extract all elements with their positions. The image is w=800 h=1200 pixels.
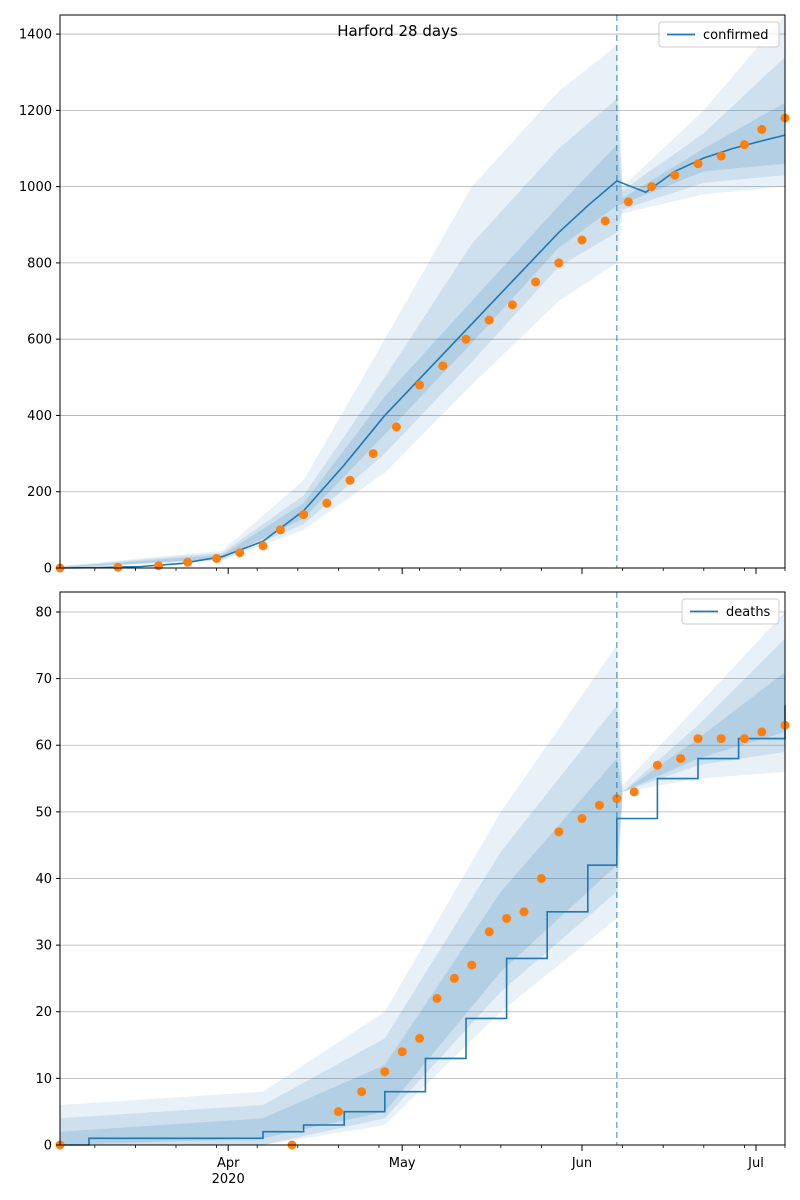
confirmed-axes: 0 200 400 600 800 1000 1200 1400 Harford 28 days… [19, 14, 790, 577]
observed-point [629, 787, 639, 797]
observed-point [507, 300, 517, 310]
confidence-band-inner [60, 102, 785, 568]
x-tick-label: Apr [217, 1156, 240, 1171]
observed-point [577, 235, 587, 245]
observed-point [275, 525, 285, 535]
observed-point [467, 960, 477, 970]
observed-point [652, 760, 662, 770]
confidence-band-middle [60, 57, 785, 568]
x-tick-label: May [389, 1156, 416, 1171]
model-line-deaths [60, 705, 786, 1146]
observed-point [554, 827, 564, 837]
y-tick-label: 400 [27, 409, 52, 424]
y-tick-label: 1400 [19, 28, 52, 43]
observed-point [739, 734, 749, 744]
observed-point [113, 562, 123, 572]
observed-point [415, 380, 425, 390]
observed-point [594, 800, 604, 810]
y-tick-label: 1000 [19, 180, 52, 195]
observed-point [235, 548, 245, 558]
y-tick-label: 50 [35, 805, 52, 820]
model-line-confirmed [59, 134, 786, 569]
legend-label: deaths [726, 605, 771, 620]
observed-point [502, 913, 512, 923]
observed-point [357, 1087, 367, 1097]
confidence-band-middle [60, 638, 785, 1145]
observed-point [757, 124, 767, 134]
confidence-band-inner [60, 672, 785, 1145]
observed-point [322, 498, 332, 508]
y-tick-label: 800 [27, 256, 52, 271]
observed-point [345, 475, 355, 485]
y-tick-label: 30 [35, 939, 52, 954]
observed-point [391, 422, 401, 432]
observed-point [415, 1033, 425, 1043]
observed-point [757, 727, 767, 737]
observed-point [438, 361, 448, 371]
observed-point [600, 216, 610, 226]
y-tick-label: 200 [27, 485, 52, 500]
observed-point [519, 907, 529, 917]
observed-point [333, 1107, 343, 1117]
observed-point [484, 927, 494, 937]
x-tick-label: Jul [747, 1156, 764, 1171]
observed-point [623, 197, 633, 207]
observed-point [739, 140, 749, 150]
observed-point [676, 754, 686, 764]
x-tick-sublabel: 2020 [212, 1172, 245, 1187]
observed-point [212, 553, 222, 563]
y-tick-label: 0 [44, 1139, 52, 1154]
observed-point [577, 814, 587, 824]
legend-box [681, 598, 780, 625]
y-tick-label: 0 [44, 562, 52, 577]
observed-point [380, 1067, 390, 1077]
y-tick-label: 70 [35, 672, 52, 687]
confidence-band-outer [60, 15, 785, 568]
observed-point [716, 734, 726, 744]
legend-box [658, 21, 780, 48]
observed-point [531, 277, 541, 287]
observed-point [258, 541, 268, 551]
observed-point [397, 1047, 407, 1057]
y-tick-label: 40 [35, 872, 52, 887]
axes-frame [59, 591, 786, 1146]
y-tick-label: 10 [35, 1072, 52, 1087]
y-tick-label: 20 [35, 1005, 52, 1020]
y-tick-label: 600 [27, 333, 52, 348]
y-tick-label: 80 [35, 605, 52, 620]
observed-point [670, 170, 680, 180]
confidence-band-outer [60, 612, 785, 1145]
observed-point [449, 973, 459, 983]
y-tick-label: 1200 [19, 104, 52, 119]
legend-label: confirmed [703, 28, 769, 43]
observed-point [154, 561, 164, 571]
chart-title: Harford 28 days [337, 22, 458, 40]
observed-point [368, 449, 378, 459]
observed-point [612, 794, 622, 804]
observed-point [183, 557, 193, 567]
legend: deaths [681, 598, 780, 625]
observed-point [432, 993, 442, 1003]
observed-point [693, 159, 703, 169]
observed-point [536, 873, 546, 883]
observed-point [647, 182, 657, 192]
observed-point [461, 334, 471, 344]
legend: confirmed [658, 21, 780, 48]
x-tick-label: Jun [571, 1156, 592, 1171]
observed-point [554, 258, 564, 268]
observed-point [693, 734, 703, 744]
axes-frame [59, 14, 786, 569]
observed-point [484, 315, 494, 325]
observed-point [716, 151, 726, 161]
observed-point [299, 510, 309, 520]
y-tick-label: 60 [35, 739, 52, 754]
